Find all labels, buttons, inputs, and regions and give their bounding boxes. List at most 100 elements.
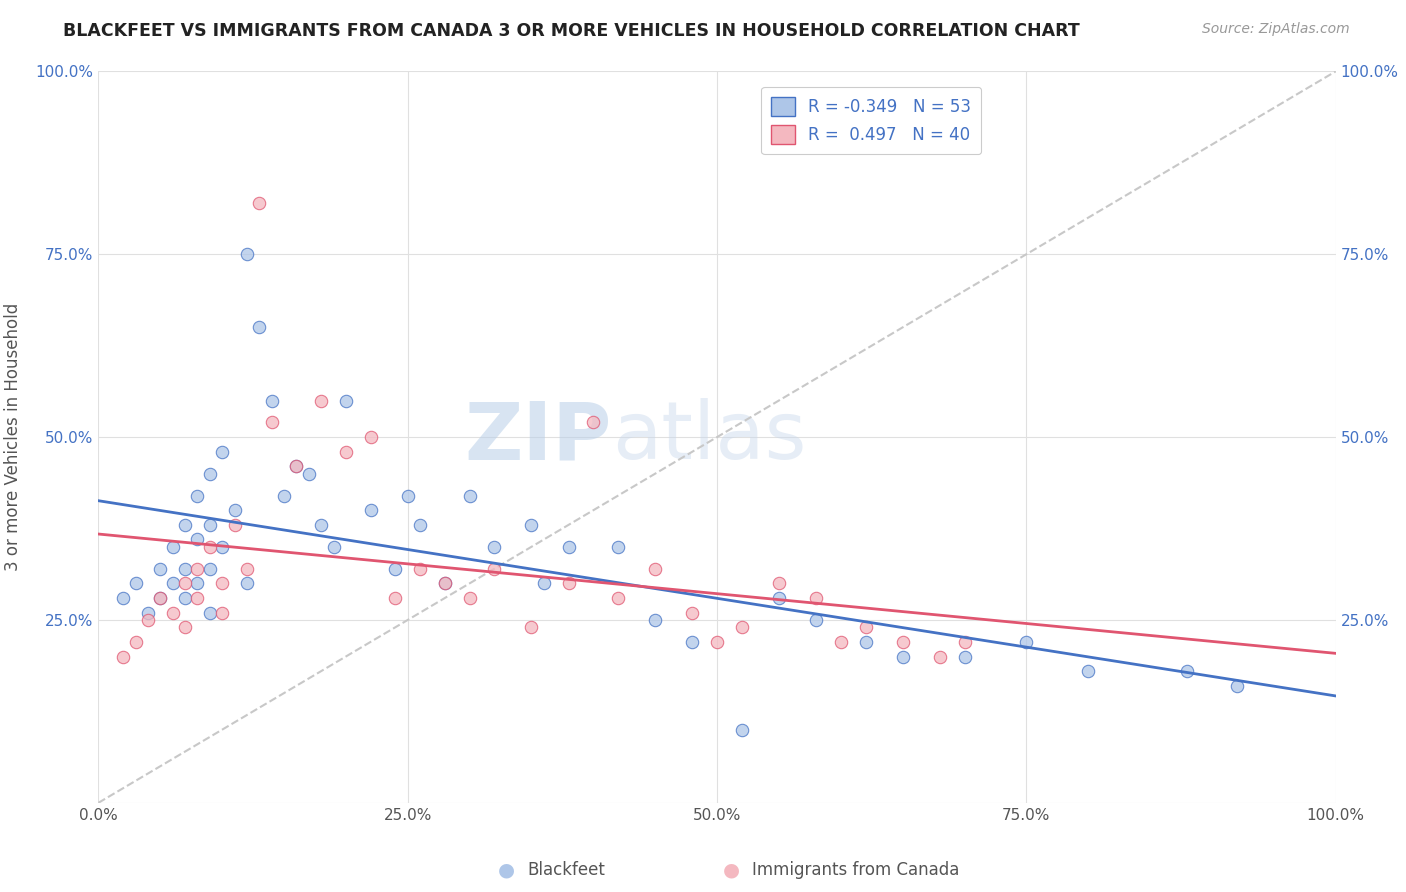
Point xyxy=(285,459,308,474)
Point xyxy=(433,576,456,591)
Point xyxy=(186,489,208,503)
Point xyxy=(247,196,270,211)
Point xyxy=(731,723,754,737)
Point xyxy=(644,613,666,627)
Point xyxy=(1015,635,1038,649)
Point xyxy=(1175,664,1198,678)
Point xyxy=(174,576,197,591)
Point xyxy=(458,489,481,503)
Text: Source: ZipAtlas.com: Source: ZipAtlas.com xyxy=(1202,22,1350,37)
Text: BLACKFEET VS IMMIGRANTS FROM CANADA 3 OR MORE VEHICLES IN HOUSEHOLD CORRELATION : BLACKFEET VS IMMIGRANTS FROM CANADA 3 OR… xyxy=(63,22,1080,40)
Point xyxy=(236,247,259,261)
Point xyxy=(360,503,382,517)
Point xyxy=(557,576,579,591)
Point xyxy=(198,517,221,532)
Point xyxy=(298,467,321,481)
Point xyxy=(136,606,159,620)
Point xyxy=(891,649,914,664)
Point xyxy=(273,489,295,503)
Text: ●: ● xyxy=(498,860,515,880)
Point xyxy=(247,320,270,334)
Point xyxy=(174,562,197,576)
Point xyxy=(768,591,790,605)
Point xyxy=(260,416,283,430)
Point xyxy=(953,635,976,649)
Point xyxy=(804,613,827,627)
Point xyxy=(360,430,382,444)
Point xyxy=(260,393,283,408)
Point xyxy=(285,459,308,474)
Point xyxy=(198,562,221,576)
Point xyxy=(458,591,481,605)
Text: Immigrants from Canada: Immigrants from Canada xyxy=(752,861,959,879)
Point xyxy=(804,591,827,605)
Point xyxy=(149,591,172,605)
Point xyxy=(198,606,221,620)
Point xyxy=(396,489,419,503)
Point xyxy=(335,444,357,458)
Point xyxy=(112,591,135,605)
Point xyxy=(1226,679,1249,693)
Point xyxy=(830,635,852,649)
Point xyxy=(484,540,506,554)
Text: atlas: atlas xyxy=(612,398,806,476)
Point xyxy=(236,562,259,576)
Point xyxy=(520,517,543,532)
Point xyxy=(384,562,406,576)
Point xyxy=(855,635,877,649)
Point xyxy=(433,576,456,591)
Point xyxy=(198,540,221,554)
Point xyxy=(384,591,406,605)
Point xyxy=(681,606,703,620)
Point xyxy=(520,620,543,634)
Point xyxy=(582,416,605,430)
Point xyxy=(198,467,221,481)
Point xyxy=(124,635,146,649)
Point xyxy=(162,606,184,620)
Point xyxy=(162,540,184,554)
Point xyxy=(112,649,135,664)
Point xyxy=(211,576,233,591)
Point xyxy=(174,620,197,634)
Point xyxy=(409,517,432,532)
Point xyxy=(557,540,579,554)
Point xyxy=(681,635,703,649)
Point xyxy=(309,393,332,408)
Point xyxy=(224,503,246,517)
Point xyxy=(186,533,208,547)
Point xyxy=(149,562,172,576)
Point xyxy=(174,517,197,532)
Point xyxy=(409,562,432,576)
Point xyxy=(706,635,728,649)
Point xyxy=(533,576,555,591)
Point xyxy=(236,576,259,591)
Point xyxy=(224,517,246,532)
Point xyxy=(322,540,344,554)
Point xyxy=(731,620,754,634)
Point xyxy=(186,576,208,591)
Point xyxy=(1077,664,1099,678)
Point xyxy=(124,576,146,591)
Point xyxy=(768,576,790,591)
Point xyxy=(953,649,976,664)
Point xyxy=(309,517,332,532)
Legend: R = -0.349   N = 53, R =  0.497   N = 40: R = -0.349 N = 53, R = 0.497 N = 40 xyxy=(761,87,981,153)
Point xyxy=(149,591,172,605)
Point xyxy=(928,649,950,664)
Point xyxy=(335,393,357,408)
Point xyxy=(484,562,506,576)
Text: ●: ● xyxy=(723,860,740,880)
Point xyxy=(211,444,233,458)
Point xyxy=(644,562,666,576)
Point xyxy=(186,562,208,576)
Point xyxy=(174,591,197,605)
Point xyxy=(136,613,159,627)
Text: Blackfeet: Blackfeet xyxy=(527,861,605,879)
Point xyxy=(211,540,233,554)
Point xyxy=(891,635,914,649)
Y-axis label: 3 or more Vehicles in Household: 3 or more Vehicles in Household xyxy=(4,303,21,571)
Point xyxy=(607,591,630,605)
Point xyxy=(211,606,233,620)
Point xyxy=(607,540,630,554)
Text: ZIP: ZIP xyxy=(464,398,612,476)
